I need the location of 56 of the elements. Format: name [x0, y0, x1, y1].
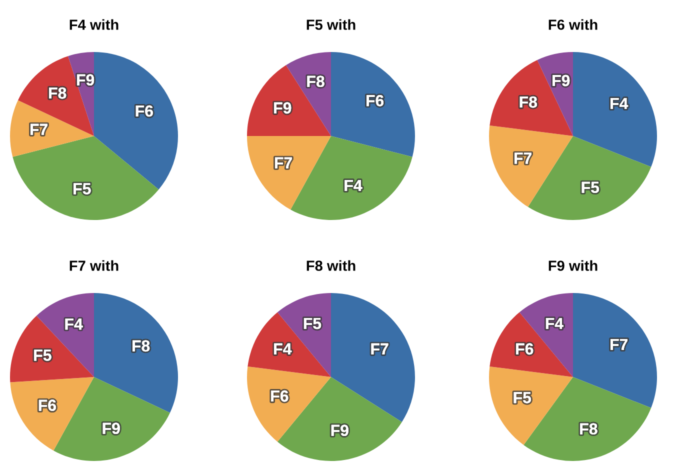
- pie-slice: [10, 100, 94, 157]
- pie-slice: [573, 52, 657, 167]
- pie-slice: [290, 136, 412, 220]
- slice-label: F5: [514, 392, 531, 404]
- slice-label: F7: [30, 124, 48, 135]
- slice-label: F7: [514, 152, 532, 164]
- pie-slice: [247, 136, 331, 210]
- slice-label: F8: [132, 340, 150, 352]
- slice-label: F8: [520, 96, 537, 108]
- pie-slice: [490, 60, 573, 136]
- pie-slice: [331, 293, 415, 422]
- slice-label: F5: [304, 318, 322, 330]
- slice-label: F9: [552, 74, 570, 86]
- slice-label: F4: [274, 343, 292, 354]
- slice-label: F9: [331, 424, 348, 436]
- pie-slice: [489, 125, 573, 207]
- pie-slice: [573, 293, 657, 408]
- pie-slice: [18, 56, 94, 136]
- slice-label: F6: [516, 343, 534, 355]
- pie-slice: [247, 65, 331, 136]
- slice-label: F9: [274, 102, 292, 114]
- pie-slice: [10, 377, 94, 451]
- slice-label: F4: [610, 98, 628, 109]
- pie-slice: [247, 366, 331, 442]
- slice-label: F9: [102, 422, 120, 434]
- slice-label: F8: [49, 87, 66, 99]
- slice-label: F8: [580, 423, 598, 435]
- slice-label: F6: [38, 400, 56, 411]
- slice-label: F5: [34, 350, 52, 361]
- slice-label: F9: [77, 74, 94, 86]
- pie-slice: [489, 366, 573, 445]
- pie-slice: [490, 312, 573, 377]
- chart-title: F4 with: [70, 19, 118, 30]
- pie-slice: [94, 52, 178, 190]
- slice-label: F6: [271, 390, 288, 402]
- chart-title: F5 with: [306, 19, 356, 30]
- pie-slice: [248, 312, 331, 377]
- slice-label: F5: [74, 183, 91, 194]
- chart-title: F8 with: [306, 260, 356, 271]
- pie-slice: [331, 52, 415, 157]
- slice-label: F5: [582, 182, 600, 194]
- slice-label: F7: [275, 157, 292, 168]
- slice-label: F4: [344, 180, 362, 192]
- chart-title: F7 with: [70, 260, 118, 271]
- slice-label: F6: [136, 105, 153, 117]
- chart-title: F6 with: [548, 19, 598, 30]
- pie-slice: [12, 136, 159, 220]
- slice-label: F8: [307, 76, 324, 88]
- pie-slice: [10, 316, 94, 382]
- chart-title: F9 with: [548, 260, 598, 271]
- slice-label: F4: [546, 318, 564, 329]
- slice-label: F7: [610, 338, 628, 350]
- slice-label: F6: [366, 95, 384, 106]
- slice-label: F7: [371, 343, 388, 354]
- pie-slice: [94, 293, 178, 413]
- slice-label: F4: [65, 318, 83, 330]
